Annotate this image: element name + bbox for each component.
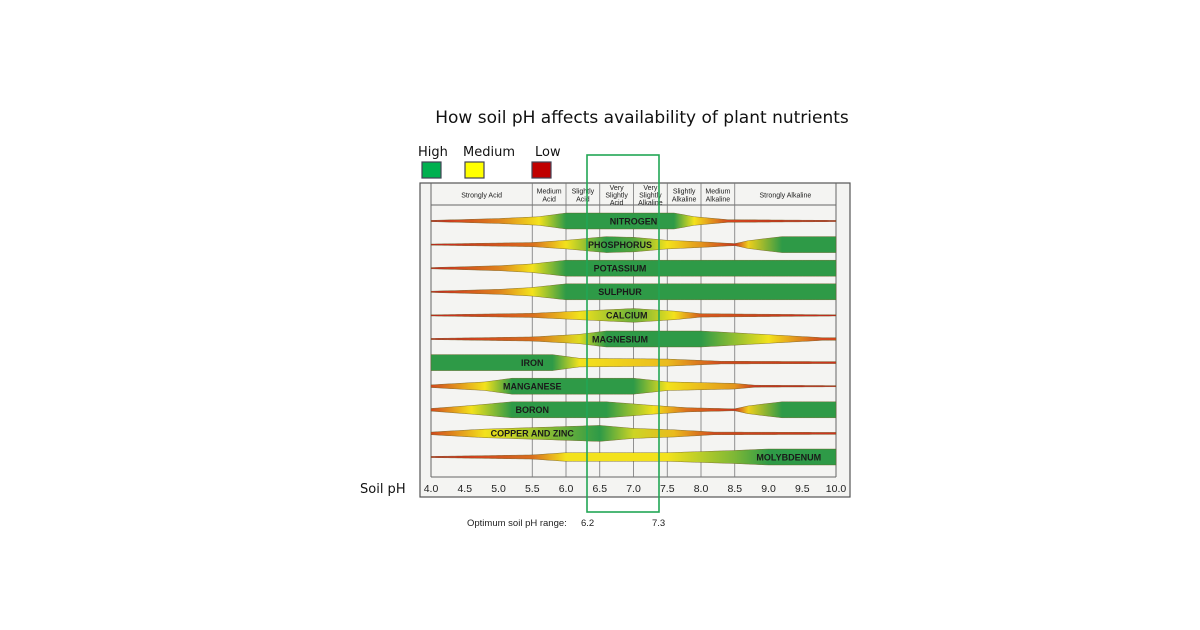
x-tick-label: 7.5 <box>660 483 675 495</box>
ph-class-label: Slightly <box>673 189 696 196</box>
band-phosphorus <box>430 236 837 253</box>
band-manganese <box>430 378 837 395</box>
chart-title: How soil pH affects availability of plan… <box>435 108 849 128</box>
ph-class-label: Acid <box>542 196 556 203</box>
ph-class-label: Slightly <box>605 193 628 200</box>
legend-swatch-high <box>421 161 442 179</box>
ph-class-label: Slightly <box>572 189 595 196</box>
optimum-range: Optimum soil pH range: 6.2 7.3 <box>467 154 665 529</box>
x-tick-label: 5.0 <box>491 483 506 495</box>
legend-swatch-medium <box>464 161 485 179</box>
band-sulphur <box>430 283 837 300</box>
ph-class-label: Strongly Alkaline <box>759 193 811 200</box>
x-tick-label: 4.0 <box>424 483 439 495</box>
ph-class-label: Acid <box>576 196 590 203</box>
x-tick-label: 7.0 <box>626 483 641 495</box>
ph-class-label: Medium <box>537 189 562 196</box>
x-axis-ticks: 4.0 4.5 5.0 5.5 6.0 6.5 7.0 7.5 8.0 8.5 9.0 9.5 10.0 <box>424 483 847 495</box>
x-tick-label: 6.0 <box>559 483 574 495</box>
x-tick-label: 9.5 <box>795 483 810 495</box>
band-label-molybdenum: MOLYBDENUM <box>756 452 821 462</box>
optimum-range-box <box>586 154 660 513</box>
band-label-phosphorus: PHOSPHORUS <box>588 240 652 250</box>
band-molybdenum <box>430 448 837 466</box>
legend-label-low: Low <box>535 145 561 160</box>
band-magnesium <box>430 330 837 348</box>
band-label-iron: IRON <box>521 358 544 368</box>
optimum-range-label: Optimum soil pH range: <box>467 518 567 529</box>
band-nitrogen <box>430 212 837 230</box>
legend-swatch-low <box>531 161 552 179</box>
ph-class-label: Strongly Acid <box>461 193 502 200</box>
ph-class-label: Slightly <box>639 193 662 200</box>
band-potassium <box>430 260 837 277</box>
band-label-manganese: MANGANESE <box>503 382 562 392</box>
band-label-magnesium: MAGNESIUM <box>592 334 648 344</box>
ph-class-label: Alkaline <box>672 196 697 203</box>
x-tick-label: 8.0 <box>694 483 709 495</box>
ph-class-label: Alkaline <box>706 196 731 203</box>
nutrient-bands: NITROGEN PHOSPHORUS POTASSIUM SULPHUR CALCIU… <box>430 212 837 466</box>
band-calcium <box>430 308 837 323</box>
optimum-range-high: 7.3 <box>652 518 665 529</box>
band-label-copper-and-zinc: COPPER AND ZINC <box>491 429 575 439</box>
band-copper-and-zinc <box>430 425 837 442</box>
ph-class-label: Very <box>643 185 658 192</box>
x-tick-label: 8.5 <box>727 483 742 495</box>
ph-class-header: Strongly AcidMediumAcidSlightlyAcidVeryS… <box>461 185 811 207</box>
band-label-nitrogen: NITROGEN <box>610 216 658 226</box>
x-tick-label: 5.5 <box>525 483 540 495</box>
legend: High Medium Low <box>418 145 561 179</box>
band-label-boron: BORON <box>516 405 550 415</box>
band-iron <box>430 354 837 371</box>
ph-class-label: Acid <box>610 200 624 207</box>
legend-label-medium: Medium <box>463 145 515 160</box>
legend-label-high: High <box>418 145 448 160</box>
ph-class-label: Medium <box>705 189 730 196</box>
ph-class-label: Alkaline <box>638 200 663 207</box>
band-label-calcium: CALCIUM <box>606 311 648 321</box>
x-tick-label: 10.0 <box>826 483 847 495</box>
ph-class-label: Very <box>610 185 625 192</box>
x-tick-label: 4.5 <box>457 483 472 495</box>
x-tick-label: 9.0 <box>761 483 776 495</box>
band-boron <box>430 401 837 418</box>
band-label-sulphur: SULPHUR <box>598 287 642 297</box>
x-axis-label: Soil pH <box>360 482 406 497</box>
x-tick-label: 6.5 <box>592 483 607 495</box>
optimum-range-low: 6.2 <box>581 518 594 529</box>
band-label-potassium: POTASSIUM <box>594 264 647 274</box>
